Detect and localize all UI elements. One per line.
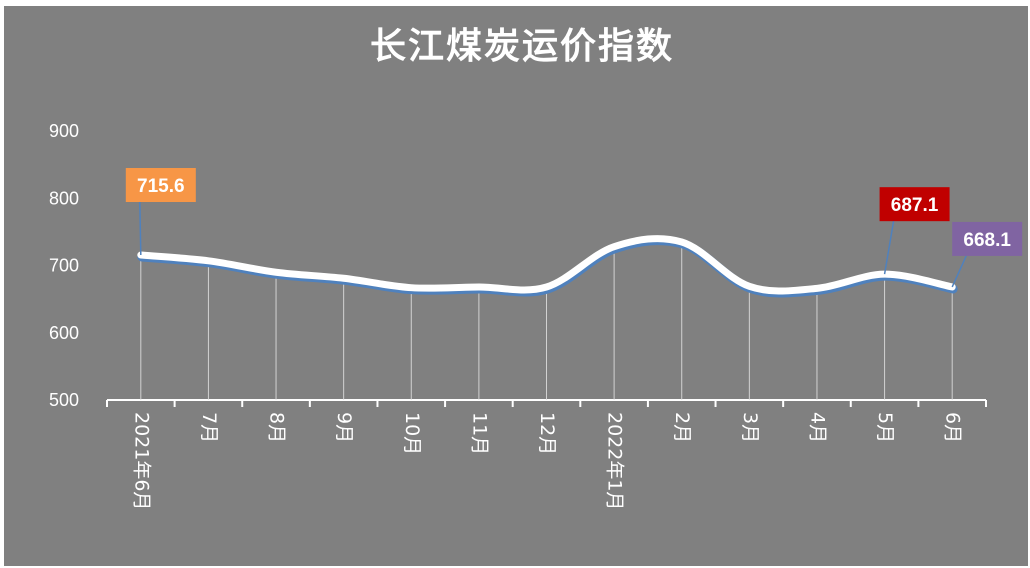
x-tick-label: 10月 bbox=[401, 412, 423, 455]
data-label: 687.1 bbox=[891, 195, 939, 216]
axes: 500 600 700 800 900 2021年6月 7月 8月 9月 10月 11月 12月 202… bbox=[49, 121, 987, 510]
callout-box bbox=[125, 168, 196, 203]
series-line bbox=[137, 235, 956, 295]
callouts: 715.6 687.1 668.1 bbox=[125, 168, 1023, 288]
data-point bbox=[205, 258, 211, 264]
y-tick-label: 700 bbox=[49, 256, 79, 276]
data-label: 715.6 bbox=[137, 176, 185, 197]
x-tick-label: 8月 bbox=[266, 412, 288, 443]
data-point bbox=[746, 283, 752, 289]
y-tick-label: 900 bbox=[49, 121, 79, 141]
x-tick-label: 3月 bbox=[739, 412, 761, 443]
x-tick-label: 2021年6月 bbox=[130, 412, 152, 510]
callout-leader bbox=[951, 255, 967, 288]
data-label: 668.1 bbox=[963, 230, 1011, 251]
x-tick-label: 5月 bbox=[874, 412, 896, 443]
x-tick-label: 7月 bbox=[198, 412, 220, 443]
data-point bbox=[476, 284, 482, 290]
x-tick-label: 12月 bbox=[536, 412, 558, 455]
data-point bbox=[611, 244, 617, 250]
callout: 715.6 bbox=[125, 168, 196, 256]
chart-title: 长江煤炭运价指数 bbox=[370, 26, 674, 67]
x-tick-label: 2月 bbox=[671, 412, 693, 443]
callout-leader bbox=[883, 221, 895, 275]
drop-lines bbox=[140, 241, 953, 400]
callout-leader bbox=[139, 201, 142, 256]
series-lines bbox=[137, 235, 958, 298]
x-tick-label: 2022年1月 bbox=[604, 412, 626, 510]
data-point bbox=[544, 284, 549, 290]
callout: 668.1 bbox=[951, 221, 1023, 288]
y-tick-label: 500 bbox=[49, 390, 79, 410]
callout: 687.1 bbox=[879, 187, 950, 275]
data-point bbox=[814, 285, 820, 291]
data-point bbox=[679, 239, 685, 245]
callout-box bbox=[879, 187, 950, 222]
line-chart: 长江煤炭运价指数 500 600 700 800 900 2021年6月 7月 8月 9月 10月… bbox=[49, 26, 1023, 510]
chart-frame: 长江煤炭运价指数 500 600 700 800 900 2021年6月 7月 8月 9月 10月… bbox=[4, 6, 1028, 566]
data-point bbox=[408, 285, 414, 291]
x-tick-label: 9月 bbox=[333, 412, 355, 443]
x-tick-label: 6月 bbox=[942, 412, 964, 443]
callout-box bbox=[952, 221, 1023, 256]
data-point bbox=[273, 269, 279, 275]
x-tick-label: 4月 bbox=[806, 412, 828, 443]
x-tick-label: 11月 bbox=[468, 412, 490, 455]
data-point bbox=[341, 275, 347, 281]
y-tick-label: 800 bbox=[49, 188, 79, 208]
y-tick-label: 600 bbox=[49, 323, 79, 343]
